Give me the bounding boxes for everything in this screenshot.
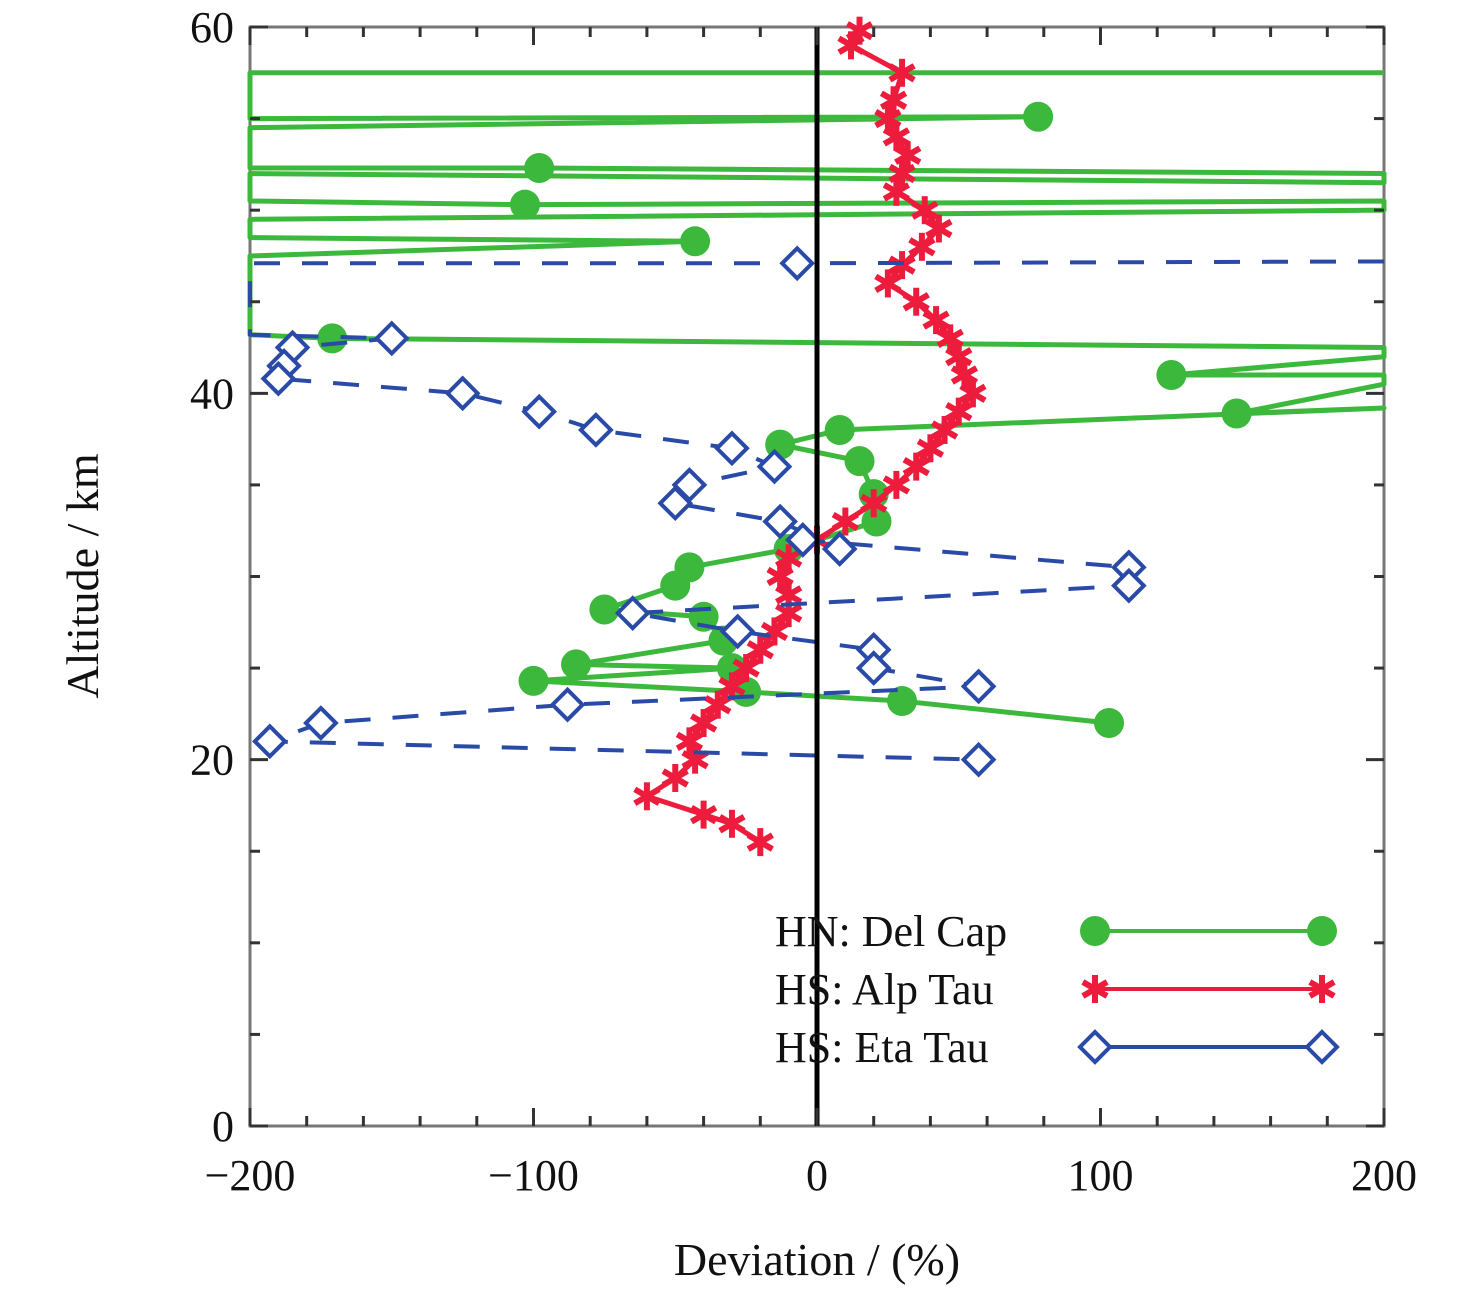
data-point <box>680 226 711 257</box>
data-point <box>1077 1029 1113 1065</box>
series-line <box>247 70 1387 726</box>
data-point <box>916 434 945 463</box>
legend-label: HS: Alp Tau <box>775 965 994 1014</box>
data-point <box>518 665 549 696</box>
data-point <box>614 595 651 631</box>
data-point <box>509 189 540 220</box>
data-point <box>1221 398 1252 429</box>
y-tick-label: 0 <box>212 1102 234 1151</box>
data-point <box>860 489 888 518</box>
data-point <box>657 485 694 522</box>
data-point <box>925 214 953 243</box>
x-tick-label: −100 <box>488 1151 579 1200</box>
legend: HN: Del Cap HS: Alp Tau HS: Eta Tau <box>775 907 1340 1072</box>
data-point <box>959 379 987 408</box>
data-point <box>719 613 756 650</box>
data-point <box>1308 975 1336 1003</box>
data-point <box>930 415 959 444</box>
data-point <box>902 452 930 481</box>
data-point <box>524 153 555 184</box>
data-point <box>633 782 661 811</box>
y-tick-label: 40 <box>190 369 234 418</box>
data-point <box>960 668 997 705</box>
data-point <box>260 360 297 397</box>
data-point <box>1111 567 1147 604</box>
data-point <box>521 393 557 430</box>
data-point <box>732 654 760 683</box>
data-point <box>704 690 732 719</box>
data-point <box>902 287 930 316</box>
data-point <box>589 594 620 625</box>
data-point <box>373 320 410 357</box>
series-hs-alp-tau <box>633 16 987 857</box>
data-point <box>882 177 911 206</box>
data-point <box>911 196 939 225</box>
data-point <box>1094 708 1125 739</box>
data-point <box>444 375 481 412</box>
legend-item: HS: Alp Tau <box>775 965 1336 1014</box>
data-point <box>1307 916 1337 946</box>
series-line <box>248 259 1385 762</box>
y-tick-label: 20 <box>190 736 234 785</box>
data-point <box>882 122 911 151</box>
data-point <box>882 470 911 499</box>
legend-item: HS: Eta Tau <box>775 1023 1340 1072</box>
data-point <box>888 251 916 280</box>
series-layer <box>247 16 1387 857</box>
data-point <box>746 828 774 857</box>
data-point <box>960 741 997 778</box>
data-point <box>887 686 918 717</box>
data-point <box>1156 360 1187 391</box>
data-point <box>1304 1029 1340 1065</box>
data-point <box>1081 975 1109 1003</box>
series-hs-eta-tau <box>248 245 1385 778</box>
data-point <box>861 506 892 537</box>
x-tick-label: 0 <box>806 1151 828 1200</box>
data-point <box>837 31 865 60</box>
data-point <box>689 709 718 738</box>
data-point <box>718 809 746 838</box>
data-point <box>831 507 859 536</box>
data-point <box>844 446 875 477</box>
data-point <box>784 522 821 558</box>
data-point <box>689 800 718 829</box>
data-point <box>681 745 709 774</box>
y-tick-label: 60 <box>190 3 234 52</box>
legend-label: HN: Del Cap <box>775 907 1007 956</box>
data-point <box>578 412 614 448</box>
data-point <box>945 397 973 426</box>
x-tick-label: 200 <box>1351 1151 1417 1200</box>
data-point <box>252 723 288 760</box>
y-axis-title: Altitude / km <box>57 453 108 699</box>
data-point <box>874 269 902 298</box>
data-point <box>303 705 339 741</box>
data-point <box>855 650 892 686</box>
data-point <box>661 763 689 792</box>
legend-item: HN: Del Cap <box>775 907 1337 956</box>
x-tick-label: −200 <box>205 1151 296 1200</box>
x-axis-title: Deviation / (%) <box>674 1234 960 1285</box>
data-point <box>1080 916 1110 946</box>
data-point <box>756 448 793 485</box>
data-point <box>1023 101 1054 132</box>
x-tick-label: 100 <box>1068 1151 1134 1200</box>
data-point <box>561 649 592 680</box>
tick-layer: −200 −100 0 100 200 0 20 40 60 <box>190 3 1417 1200</box>
legend-label: HS: Eta Tau <box>775 1023 989 1072</box>
data-point <box>762 503 798 540</box>
data-point <box>714 430 750 467</box>
data-point <box>821 531 858 567</box>
data-point <box>888 58 916 87</box>
data-point <box>549 686 586 723</box>
data-point <box>908 232 936 261</box>
data-point <box>746 635 774 664</box>
data-point <box>779 245 815 282</box>
data-point <box>660 570 691 601</box>
data-point <box>824 414 855 445</box>
data-point <box>922 306 950 335</box>
